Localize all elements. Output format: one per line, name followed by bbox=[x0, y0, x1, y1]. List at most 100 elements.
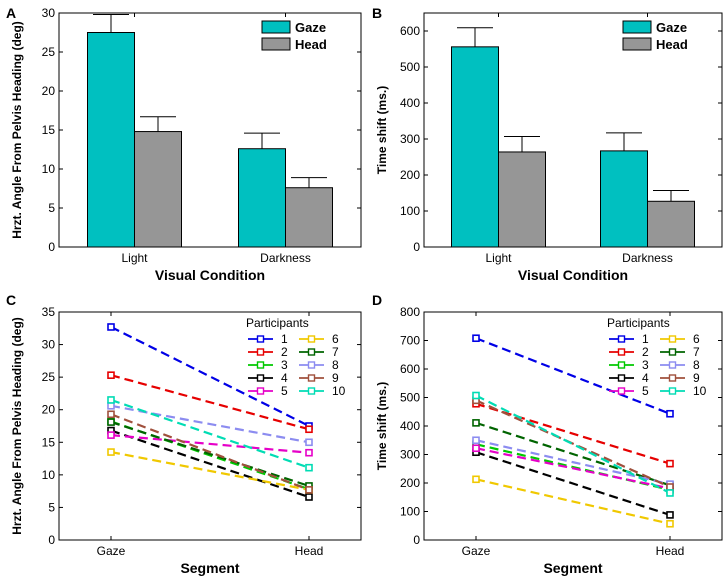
bar-head-darkness bbox=[285, 187, 333, 248]
legend-title: Participants bbox=[607, 316, 670, 330]
series-line-10 bbox=[475, 394, 671, 494]
x-tick-label: Gaze bbox=[97, 544, 126, 558]
legend-label: 1 bbox=[642, 332, 649, 346]
legend-marker bbox=[256, 361, 265, 369]
legend-label: 10 bbox=[332, 384, 346, 398]
x-axis-label: Visual Condition bbox=[155, 267, 265, 283]
legend-label: 1 bbox=[281, 332, 288, 346]
y-tick-label: 500 bbox=[400, 391, 420, 405]
legend-label: 5 bbox=[281, 384, 288, 398]
series-line-5 bbox=[475, 447, 671, 490]
y-tick-label: 300 bbox=[400, 132, 420, 146]
marker-7-gaze bbox=[107, 418, 115, 426]
y-tick-label: 300 bbox=[400, 448, 420, 462]
y-tick-label: 20 bbox=[42, 84, 56, 98]
marker-2-head bbox=[305, 425, 313, 434]
marker-9-head bbox=[666, 483, 674, 491]
legend-swatch bbox=[261, 20, 291, 34]
series-line-1 bbox=[110, 325, 310, 427]
series-line-6 bbox=[110, 450, 310, 491]
bar-head-light bbox=[134, 131, 182, 248]
marker-6-gaze bbox=[472, 475, 480, 484]
legend-marker bbox=[617, 348, 626, 356]
bar-head-light bbox=[498, 151, 546, 248]
legend-marker bbox=[617, 374, 626, 382]
y-tick-label: 0 bbox=[413, 240, 420, 254]
marker-9-head bbox=[305, 486, 313, 494]
y-axis-label: Time shift (ms.) bbox=[375, 382, 389, 470]
x-axis-label: Segment bbox=[543, 560, 602, 576]
y-tick-label: 400 bbox=[400, 419, 420, 433]
legend-swatch bbox=[261, 37, 291, 51]
marker-4-head bbox=[305, 493, 313, 501]
marker-5-gaze bbox=[472, 444, 480, 453]
series-line-6 bbox=[475, 478, 671, 525]
legend-marker bbox=[256, 348, 265, 356]
y-axis-label: Time shift (ms.) bbox=[375, 86, 389, 174]
x-axis-label: Visual Condition bbox=[518, 267, 628, 283]
x-tick-label: Light bbox=[121, 251, 148, 265]
marker-7-gaze bbox=[472, 419, 480, 427]
y-tick-label: 20 bbox=[42, 403, 56, 417]
series-line-7 bbox=[110, 421, 310, 487]
marker-10-head bbox=[666, 489, 674, 497]
legend-label: 8 bbox=[693, 358, 700, 372]
legend-marker bbox=[617, 387, 626, 395]
legend-label: 3 bbox=[281, 358, 288, 372]
legend-marker bbox=[617, 361, 626, 369]
marker-1-gaze bbox=[472, 334, 480, 343]
legend-label: Head bbox=[295, 37, 327, 52]
y-tick-label: 35 bbox=[42, 305, 56, 319]
series-line-1 bbox=[475, 337, 671, 415]
x-tick-label: Gaze bbox=[462, 544, 491, 558]
y-tick-label: 5 bbox=[48, 500, 55, 514]
legend-marker bbox=[617, 335, 626, 343]
legend-marker bbox=[256, 374, 265, 382]
y-axis-label: Hrzt. Angle From Pelvis Heading (deg) bbox=[10, 317, 24, 535]
y-tick-label: 500 bbox=[400, 60, 420, 74]
marker-2-head bbox=[666, 459, 674, 468]
legend-label: Gaze bbox=[656, 20, 687, 35]
series-line-8 bbox=[475, 439, 671, 486]
legend-marker bbox=[668, 374, 677, 382]
bar-gaze-light bbox=[451, 46, 499, 248]
x-tick-label: Light bbox=[485, 251, 512, 265]
y-tick-label: 30 bbox=[42, 338, 56, 352]
panel-label: A bbox=[6, 5, 16, 21]
bar-gaze-darkness bbox=[238, 148, 286, 248]
legend-label: 4 bbox=[642, 371, 649, 385]
legend-marker bbox=[307, 348, 316, 356]
legend-label: Head bbox=[656, 37, 688, 52]
series-line-9 bbox=[110, 413, 310, 491]
legend-title: Participants bbox=[246, 316, 309, 330]
axes-box bbox=[423, 311, 723, 541]
series-line-3 bbox=[475, 443, 671, 491]
y-tick-label: 600 bbox=[400, 362, 420, 376]
marker-8-gaze bbox=[472, 436, 480, 445]
y-tick-label: 25 bbox=[42, 45, 56, 59]
series-line-10 bbox=[110, 398, 310, 469]
x-tick-label: Head bbox=[656, 544, 685, 558]
bar-head-darkness bbox=[647, 200, 695, 248]
marker-1-head bbox=[666, 409, 674, 418]
panel-a: A 0 5 10 15 20 25 30 Hrzt. Angle From Pelvis Hea… bbox=[6, 5, 362, 283]
legend-label: 7 bbox=[693, 345, 700, 359]
marker-2-gaze bbox=[107, 371, 115, 379]
legend-label: 7 bbox=[332, 345, 339, 359]
legend-marker bbox=[668, 387, 677, 395]
y-tick-label: 0 bbox=[48, 533, 55, 547]
y-tick-label: 700 bbox=[400, 334, 420, 348]
y-tick-label: 400 bbox=[400, 96, 420, 110]
marker-5-head bbox=[305, 448, 313, 457]
y-tick-label: 15 bbox=[42, 123, 56, 137]
legend-label: 2 bbox=[642, 345, 649, 359]
marker-10-head bbox=[305, 463, 313, 472]
panel-b: B 0 100 200 300 400 500 600 Time shift (ms.) Visu… bbox=[372, 5, 723, 283]
y-tick-label: 0 bbox=[48, 240, 55, 254]
legend-label: 9 bbox=[693, 371, 700, 385]
y-tick-label: 0 bbox=[413, 533, 420, 547]
axes-box bbox=[58, 311, 362, 541]
marker-9-gaze bbox=[107, 410, 115, 419]
marker-4-head bbox=[666, 511, 674, 519]
